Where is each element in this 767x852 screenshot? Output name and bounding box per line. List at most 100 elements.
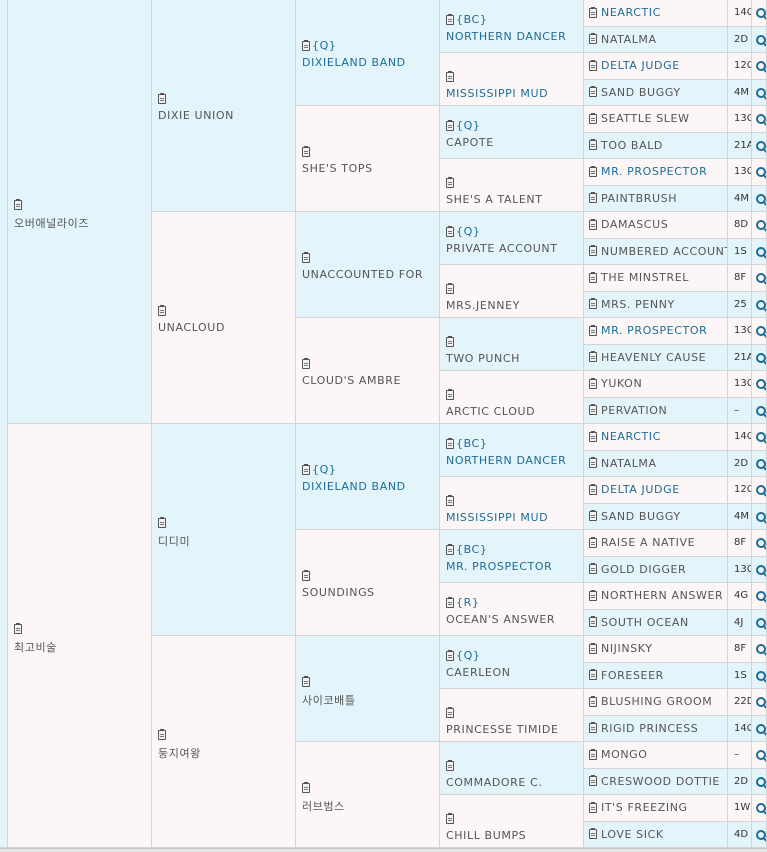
horse-name[interactable]: MR. PROSPECTOR [601,324,708,337]
clipboard-icon[interactable] [446,388,454,400]
search-icon[interactable] [756,776,766,787]
horse-name[interactable]: DELTA JUDGE [601,483,680,496]
search-icon[interactable] [756,511,766,522]
horse-name[interactable]: MR. PROSPECTOR [446,559,553,573]
clipboard-icon[interactable] [302,676,310,687]
clipboard-icon[interactable] [589,457,597,468]
search-icon[interactable] [756,379,766,389]
clipboard-icon[interactable] [302,358,310,369]
clipboard-icon[interactable] [302,40,310,51]
horse-name[interactable]: NEARCTIC [601,6,661,19]
clipboard-icon[interactable] [589,192,597,203]
horse-name[interactable]: MISSISSIPPI MUD [446,510,549,524]
clipboard-icon[interactable] [589,775,597,786]
clipboard-icon[interactable] [589,59,597,71]
search-icon[interactable] [756,87,766,98]
clipboard-icon[interactable] [589,510,597,521]
clipboard-icon[interactable] [589,722,597,733]
clipboard-icon[interactable] [302,146,310,157]
search-icon[interactable] [756,538,766,548]
clipboard-icon[interactable] [158,93,166,104]
search-icon[interactable] [756,405,766,416]
clipboard-icon[interactable] [446,543,454,555]
clipboard-icon[interactable] [302,782,310,793]
clipboard-icon[interactable] [589,563,597,574]
clipboard-icon[interactable] [14,199,22,210]
search-icon[interactable] [756,114,766,124]
clipboard-icon[interactable] [446,759,454,771]
clipboard-icon[interactable] [302,570,310,581]
clipboard-icon[interactable] [589,112,597,124]
clipboard-icon[interactable] [589,298,597,309]
search-icon[interactable] [756,34,766,45]
horse-name[interactable]: DIXIELAND BAND [302,480,406,493]
clipboard-icon[interactable] [158,729,166,740]
search-icon[interactable] [756,8,766,18]
search-icon[interactable] [756,564,766,575]
search-icon[interactable] [756,299,766,310]
clipboard-icon[interactable] [589,536,597,548]
search-icon[interactable] [756,458,766,469]
clipboard-icon[interactable] [446,649,454,661]
horse-name[interactable]: DIXIELAND BAND [302,56,406,69]
search-icon[interactable] [756,697,766,707]
clipboard-icon[interactable] [446,437,454,449]
search-icon[interactable] [756,617,766,628]
search-icon[interactable] [756,61,766,71]
clipboard-icon[interactable] [589,748,597,760]
clipboard-icon[interactable] [446,70,454,82]
clipboard-icon[interactable] [158,305,166,316]
search-icon[interactable] [756,167,766,177]
clipboard-icon[interactable] [589,86,597,97]
clipboard-icon[interactable] [446,335,454,347]
clipboard-icon[interactable] [446,596,454,608]
search-icon[interactable] [756,432,766,442]
clipboard-icon[interactable] [589,404,597,415]
clipboard-icon[interactable] [446,119,454,131]
clipboard-icon[interactable] [589,828,597,839]
clipboard-icon[interactable] [158,517,166,528]
clipboard-icon[interactable] [589,6,597,18]
horse-name[interactable]: MISSISSIPPI MUD [446,86,549,100]
search-icon[interactable] [756,723,766,734]
horse-name[interactable]: NORTHERN DANCER [446,29,567,43]
horse-name[interactable]: MR. PROSPECTOR [601,165,708,178]
clipboard-icon[interactable] [302,464,310,475]
search-icon[interactable] [756,326,766,336]
clipboard-icon[interactable] [446,13,454,25]
clipboard-icon[interactable] [589,642,597,654]
clipboard-icon[interactable] [589,33,597,44]
search-icon[interactable] [756,670,766,681]
clipboard-icon[interactable] [446,176,454,188]
search-icon[interactable] [756,220,766,230]
clipboard-icon[interactable] [446,812,454,824]
clipboard-icon[interactable] [446,225,454,237]
search-icon[interactable] [756,803,766,813]
clipboard-icon[interactable] [589,139,597,150]
search-icon[interactable] [756,246,766,257]
horse-name[interactable]: DELTA JUDGE [601,59,680,72]
clipboard-icon[interactable] [589,669,597,680]
horse-name[interactable]: NORTHERN DANCER [446,453,567,467]
search-icon[interactable] [756,352,766,363]
search-icon[interactable] [756,644,766,654]
search-icon[interactable] [756,193,766,204]
search-icon[interactable] [756,750,766,760]
clipboard-icon[interactable] [589,377,597,389]
clipboard-icon[interactable] [446,282,454,294]
search-icon[interactable] [756,485,766,495]
search-icon[interactable] [756,273,766,283]
clipboard-icon[interactable] [446,494,454,506]
clipboard-icon[interactable] [589,218,597,230]
search-icon[interactable] [756,829,766,840]
clipboard-icon[interactable] [589,589,597,601]
clipboard-icon[interactable] [589,483,597,495]
clipboard-icon[interactable] [589,351,597,362]
clipboard-icon[interactable] [589,695,597,707]
clipboard-icon[interactable] [302,252,310,263]
clipboard-icon[interactable] [589,165,597,177]
clipboard-icon[interactable] [589,271,597,283]
search-icon[interactable] [756,591,766,601]
clipboard-icon[interactable] [589,324,597,336]
clipboard-icon[interactable] [589,245,597,256]
